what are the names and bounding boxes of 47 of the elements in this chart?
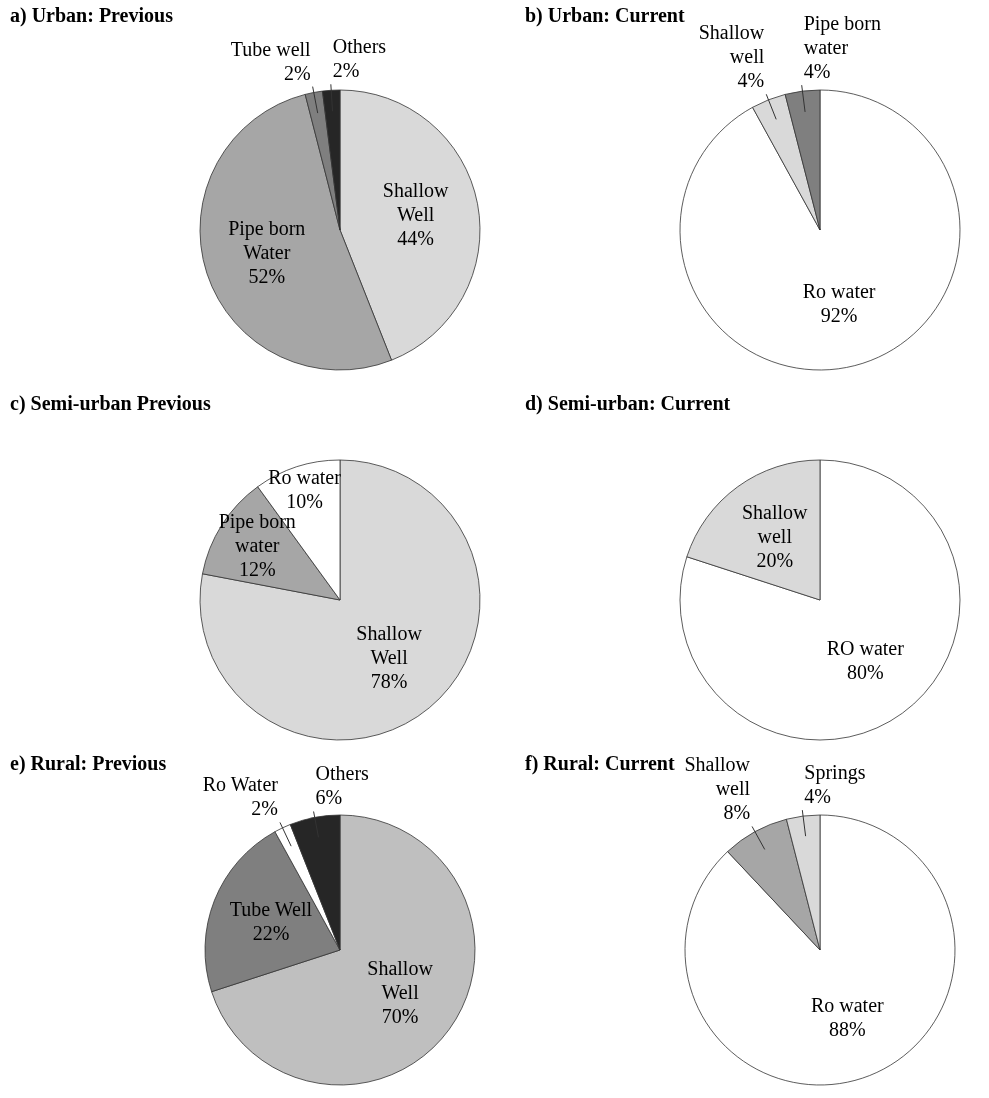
pie-slice (727, 818, 821, 951)
slice-label: Ro Water (202, 773, 279, 796)
slice-label: Others (332, 34, 387, 57)
pie-slice (679, 459, 961, 741)
slice-label: Tube well (230, 37, 312, 60)
data-label: 4% (737, 68, 765, 91)
slice-label: RO water (826, 636, 905, 659)
slice-label: Shallow Well (356, 621, 423, 668)
pie-slice (679, 89, 961, 371)
data-label: 20% (756, 548, 794, 571)
data-label: 8% (723, 801, 751, 824)
data-label: 10% (286, 489, 323, 512)
data-label: 4% (804, 784, 831, 807)
data-label: 22% (252, 921, 290, 944)
slice-label: Shallow Well (367, 956, 434, 1003)
slice-label: Pipe born water (218, 510, 296, 557)
slice-label: Shallow well (741, 500, 809, 547)
chart-title: b) Urban: Current (525, 4, 685, 27)
pie-slice (199, 459, 481, 741)
data-label: 88% (829, 1017, 866, 1040)
slice-label: Springs (804, 760, 866, 784)
slice-label: Shallow Well (382, 178, 449, 225)
data-label: 70% (381, 1004, 419, 1027)
slice-label: Shallow well (684, 753, 751, 800)
data-label: 4% (803, 59, 831, 82)
chart-title: d) Semi-urban: Current (525, 392, 731, 415)
data-label: 80% (846, 660, 884, 683)
data-label: 52% (248, 264, 286, 287)
chart-title: a) Urban: Previous (10, 4, 174, 27)
slice-label: Others (315, 762, 370, 785)
slice-label: Pipe born water (803, 11, 881, 58)
data-label: 6% (315, 786, 343, 809)
chart-title: c) Semi-urban Previous (10, 392, 211, 415)
slice-label: Ro water (802, 279, 876, 302)
data-label: 2% (283, 61, 311, 84)
slice-label: Tube Well (229, 897, 313, 920)
chart-title: f) Rural: Current (525, 752, 675, 775)
slice-label: Pipe born Water (228, 216, 306, 263)
data-label: 2% (251, 797, 278, 820)
data-label: 44% (397, 226, 434, 249)
data-label: 78% (370, 669, 408, 692)
chart-title: e) Rural: Previous (10, 752, 167, 775)
data-label: 92% (820, 303, 858, 326)
data-label: 2% (332, 58, 360, 81)
slice-label: Shallow well (698, 20, 765, 67)
slice-label: Ro water (810, 993, 885, 1016)
data-label: 12% (238, 558, 276, 581)
